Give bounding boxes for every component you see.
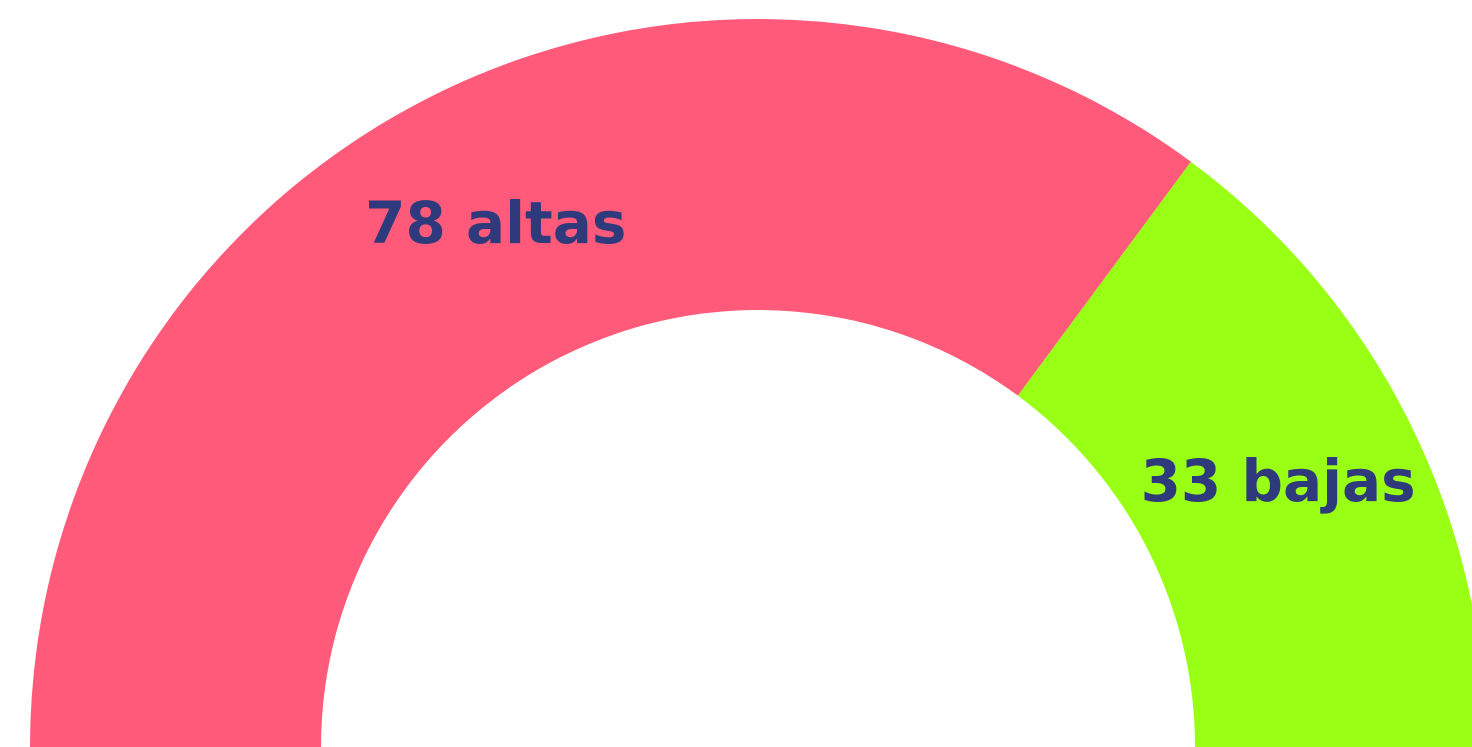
donut-segment (30, 19, 1191, 747)
value-label: 33 bajas (1141, 447, 1416, 515)
donut-segment (1017, 161, 1472, 747)
value-label: 78 altas (365, 189, 626, 257)
